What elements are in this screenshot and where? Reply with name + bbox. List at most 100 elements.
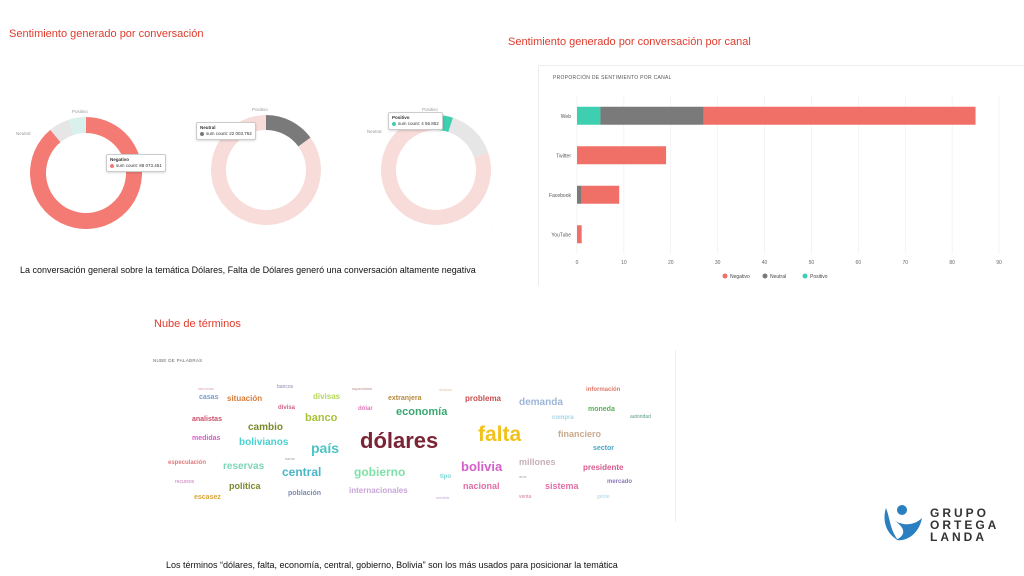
- cloud-word[interactable]: compra: [552, 415, 574, 421]
- cloud-word[interactable]: cambio: [248, 422, 284, 433]
- cloud-word[interactable]: divisas: [313, 392, 341, 401]
- cloud-word[interactable]: arce: [519, 474, 527, 479]
- cloud-word[interactable]: divisa: [278, 405, 296, 411]
- cloud-word[interactable]: santa: [285, 456, 295, 461]
- word-cloud: dólares falta país bolivia central gobierno ba…: [145, 350, 675, 522]
- legend-label-positivo[interactable]: Positivo: [810, 274, 828, 280]
- cloud-caption: Los términos “dólares, falta, economía, …: [166, 560, 618, 570]
- cloud-word[interactable]: economía: [396, 406, 448, 418]
- cloud-word[interactable]: banco: [305, 412, 338, 424]
- bar-facebook-negativo[interactable]: [581, 185, 620, 204]
- x-tick-label: 20: [668, 260, 674, 266]
- bar-web-negativo[interactable]: [703, 106, 976, 125]
- donut-label-top: Positivo: [422, 107, 438, 112]
- donut-slice-positivo[interactable]: [68, 117, 86, 135]
- cloud-word[interactable]: nacional: [463, 481, 500, 491]
- donut-label-top: Positivo: [72, 109, 88, 114]
- cloud-word[interactable]: escasez: [194, 494, 221, 501]
- cloud-word[interactable]: autoridad: [630, 414, 651, 420]
- cloud-word[interactable]: extranjera: [388, 395, 422, 402]
- legend-label-negativo[interactable]: Negativo: [730, 274, 750, 280]
- cloud-word[interactable]: demanda: [519, 397, 563, 408]
- logo-line-1: GRUPO: [930, 506, 990, 520]
- donut-label-bottom: Negativo: [309, 229, 327, 230]
- donut-tooltip-title: Negativo: [110, 157, 130, 162]
- donut-section-title: Sentimiento generado por conversación: [9, 28, 204, 40]
- legend-dot-icon: [110, 163, 114, 168]
- cloud-word[interactable]: presidente: [583, 463, 624, 472]
- logo-line-2: ORTEGA: [930, 518, 1000, 532]
- cloud-word[interactable]: país: [311, 440, 340, 456]
- cloud-word[interactable]: bolivia: [461, 459, 503, 474]
- donut-label-left: Neutral: [367, 129, 382, 134]
- cloud-section-title: Nube de términos: [154, 318, 241, 330]
- x-tick-label: 10: [621, 260, 627, 266]
- donut-label-bottom: Negativo: [479, 229, 497, 230]
- channel-section-title: Sentimiento generado por conversación po…: [508, 36, 751, 48]
- cloud-word[interactable]: falencias: [198, 386, 214, 391]
- legend-dot-icon: [762, 273, 768, 279]
- cloud-word[interactable]: dólares: [439, 387, 453, 392]
- donut-slice-neutral[interactable]: [50, 119, 74, 143]
- cloud-word[interactable]: recursos: [175, 479, 195, 485]
- category-label-web: Web: [561, 114, 571, 120]
- donut-tooltip: Neutral sum count: 22 003.752: [196, 122, 256, 140]
- cloud-word[interactable]: tipo: [440, 474, 451, 480]
- cloud-word[interactable]: bolivianos: [239, 437, 289, 448]
- bar-youtube-negativo[interactable]: [577, 225, 582, 244]
- cloud-word[interactable]: falta: [478, 423, 522, 446]
- donut-tooltip-value: sum count: 88 073.451: [110, 163, 162, 169]
- cloud-word[interactable]: moneda: [588, 406, 615, 413]
- donut-slice-neutral[interactable]: [266, 115, 311, 147]
- bar-web-positivo[interactable]: [577, 106, 601, 125]
- cloud-word[interactable]: reservas: [223, 461, 265, 472]
- cloud-word[interactable]: sistema: [545, 481, 579, 491]
- cloud-word[interactable]: gente: [597, 494, 610, 500]
- cloud-word[interactable]: millones: [519, 457, 556, 467]
- cloud-word[interactable]: información: [586, 387, 621, 393]
- cloud-word[interactable]: financiero: [558, 429, 602, 439]
- category-label-twitter: Twitter: [556, 153, 571, 159]
- cloud-word[interactable]: política: [229, 481, 261, 491]
- cloud-word[interactable]: internacionales: [349, 486, 408, 495]
- x-tick-label: 0: [576, 260, 579, 266]
- cloud-word[interactable]: sector: [593, 445, 615, 452]
- logo-line-3: LANDA: [930, 530, 987, 544]
- x-tick-label: 30: [715, 260, 721, 266]
- cloud-word[interactable]: bancos: [277, 384, 294, 390]
- cloud-word[interactable]: mercado: [607, 479, 633, 485]
- legend-dot-icon: [722, 273, 728, 279]
- cloud-word[interactable]: situación: [227, 394, 263, 403]
- cloud-word[interactable]: población: [288, 490, 322, 497]
- bar-twitter-negativo[interactable]: [577, 146, 667, 165]
- donut-slice-negativo[interactable]: [30, 117, 142, 229]
- cloud-word[interactable]: supervisión: [352, 386, 373, 391]
- channel-bar-chart[interactable]: 0 10 20 30 40 50 60 70 80 90 Web Twitter Facebook You…: [539, 66, 1024, 286]
- cloud-word[interactable]: dólar: [358, 406, 373, 412]
- donut-chart-2[interactable]: Positivo Neutral Negativo: [194, 98, 334, 234]
- category-label-facebook: Facebook: [549, 193, 571, 199]
- cloud-word[interactable]: medida: [436, 495, 450, 500]
- cloud-word[interactable]: gobierno: [354, 465, 406, 479]
- bar-facebook-neutral[interactable]: [577, 185, 582, 204]
- cloud-word[interactable]: central: [282, 465, 322, 479]
- cloud-word[interactable]: medidas: [192, 435, 221, 442]
- cloud-panel-title: NUBE DE PALABRAS: [153, 358, 203, 363]
- cloud-word[interactable]: dólares: [360, 428, 439, 453]
- cloud-word[interactable]: problema: [465, 394, 502, 403]
- cloud-word[interactable]: casas: [199, 394, 219, 401]
- cloud-word[interactable]: venta: [519, 494, 532, 500]
- legend-dot-icon: [200, 131, 204, 136]
- cloud-word[interactable]: analistas: [192, 416, 222, 423]
- category-label-youtube: YouTube: [551, 232, 571, 238]
- legend-label-neutral[interactable]: Neutral: [770, 274, 786, 280]
- donut-caption: La conversación general sobre la temátic…: [20, 265, 476, 275]
- x-tick-label: 70: [902, 260, 908, 266]
- donut-slice-neutral[interactable]: [448, 117, 489, 158]
- bar-web-neutral[interactable]: [600, 106, 704, 125]
- donut-tooltip: Positivo sum count: 4 56.852: [388, 112, 443, 130]
- cloud-word[interactable]: especulación: [168, 460, 207, 466]
